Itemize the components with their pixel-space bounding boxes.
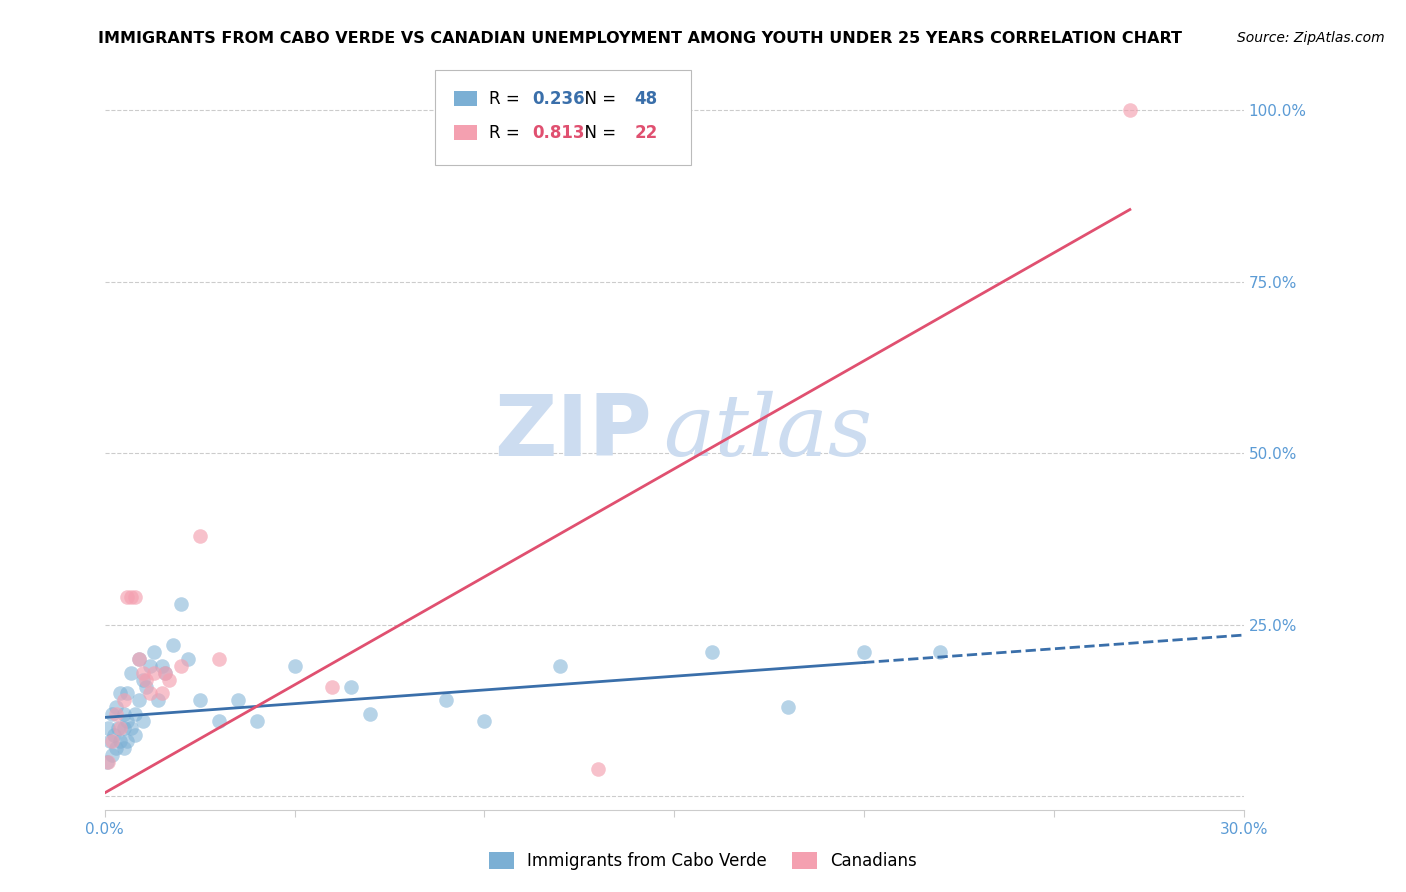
Point [112, 741, 135, 756]
Point [124, 591, 146, 605]
Point [207, 714, 229, 728]
Point [131, 714, 153, 728]
Point [101, 734, 124, 748]
Point [97, 721, 120, 735]
Point [853, 645, 876, 659]
Text: Source: ZipAtlas.com: Source: ZipAtlas.com [1237, 31, 1385, 45]
Text: N =: N = [574, 90, 621, 108]
Point [340, 680, 363, 694]
Point [139, 659, 162, 673]
Text: N =: N = [574, 124, 621, 142]
Point [105, 741, 128, 756]
Point [135, 673, 157, 687]
Point [101, 706, 124, 721]
Point [131, 665, 153, 680]
Point [112, 706, 135, 721]
Point [207, 652, 229, 666]
Point [112, 721, 135, 735]
Point [702, 645, 724, 659]
Point [124, 706, 146, 721]
Point [139, 686, 162, 700]
Point [155, 665, 177, 680]
Point [188, 693, 211, 707]
Point [128, 652, 150, 666]
Point [96, 755, 118, 769]
Point [155, 665, 177, 680]
Point [103, 728, 125, 742]
Text: 48: 48 [634, 90, 658, 108]
Text: 0.236: 0.236 [531, 90, 585, 108]
Point [98, 734, 121, 748]
Point [101, 748, 124, 763]
Point [245, 714, 267, 728]
Point [120, 591, 142, 605]
Point [108, 686, 131, 700]
Point [105, 700, 128, 714]
Point [150, 686, 173, 700]
Point [929, 645, 952, 659]
Point [107, 721, 129, 735]
FancyBboxPatch shape [454, 126, 477, 140]
Point [162, 638, 184, 652]
Point [778, 700, 800, 714]
Point [108, 721, 131, 735]
Point [117, 591, 139, 605]
Point [1119, 103, 1142, 117]
Text: ZIP: ZIP [494, 391, 651, 474]
Point [124, 728, 146, 742]
Point [135, 680, 157, 694]
Point [146, 693, 169, 707]
Point [108, 734, 131, 748]
Point [131, 673, 153, 687]
Text: R =: R = [488, 124, 524, 142]
Point [143, 665, 166, 680]
Text: 22: 22 [634, 124, 658, 142]
Point [120, 721, 142, 735]
Text: IMMIGRANTS FROM CABO VERDE VS CANADIAN UNEMPLOYMENT AMONG YOUTH UNDER 25 YEARS C: IMMIGRANTS FROM CABO VERDE VS CANADIAN U… [98, 31, 1182, 46]
Text: R =: R = [488, 90, 524, 108]
Point [105, 706, 128, 721]
Point [321, 680, 343, 694]
Point [128, 652, 150, 666]
Point [97, 755, 120, 769]
Point [143, 645, 166, 659]
Point [226, 693, 249, 707]
Point [117, 734, 139, 748]
Point [112, 693, 135, 707]
Point [117, 686, 139, 700]
Point [474, 714, 496, 728]
Point [550, 659, 572, 673]
Point [177, 652, 200, 666]
Point [128, 693, 150, 707]
Point [359, 706, 381, 721]
FancyBboxPatch shape [434, 70, 692, 165]
Legend: Immigrants from Cabo Verde, Canadians: Immigrants from Cabo Verde, Canadians [482, 845, 924, 877]
Point [157, 673, 180, 687]
Point [283, 659, 305, 673]
Point [188, 528, 211, 542]
Point [169, 659, 191, 673]
Point [150, 659, 173, 673]
FancyBboxPatch shape [454, 91, 477, 106]
Point [120, 665, 142, 680]
Point [169, 597, 191, 611]
Point [588, 762, 610, 776]
Point [436, 693, 458, 707]
Text: 0.813: 0.813 [531, 124, 585, 142]
Text: atlas: atlas [662, 392, 872, 474]
Point [117, 714, 139, 728]
